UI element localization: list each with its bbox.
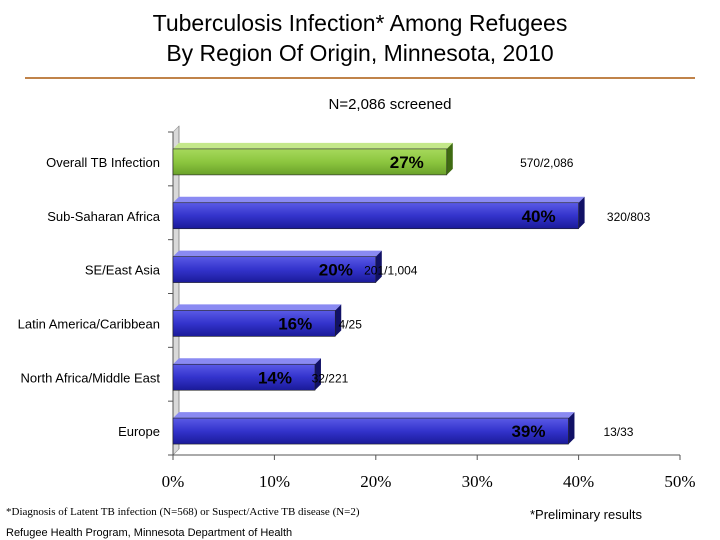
bar <box>172 417 569 445</box>
labels: Overall TB Infection 27% 570/2,086 Sub-Saha… <box>18 153 651 441</box>
bar-side <box>314 358 321 391</box>
bar-top <box>173 358 321 365</box>
chart-title: Tuberculosis Infection* Among Refugees B… <box>0 8 720 68</box>
bar <box>172 310 336 337</box>
category-label: Europe <box>118 424 160 439</box>
category-label: Latin America/Caribbean <box>18 316 160 331</box>
bar-side <box>568 412 575 445</box>
percent-label: 39% <box>511 422 545 441</box>
bar-top <box>173 196 585 203</box>
category-label: North Africa/Middle East <box>21 370 161 385</box>
x-tick-label: 30% <box>462 472 493 491</box>
bar-top <box>173 250 382 257</box>
bar-side <box>335 304 342 337</box>
bar-top <box>173 304 342 311</box>
percent-label: 16% <box>278 314 312 333</box>
plot-side-wall <box>172 125 180 456</box>
bar-2 <box>172 250 382 283</box>
title-line-1: Tuberculosis Infection* Among Refugees <box>152 10 568 36</box>
x-tick-label: 10% <box>259 472 290 491</box>
title-divider <box>25 77 695 79</box>
footnote: *Diagnosis of Latent TB infection (N=568… <box>6 506 360 518</box>
x-tick-label: 20% <box>360 472 391 491</box>
bar-1 <box>172 196 585 230</box>
bar-side <box>578 196 585 229</box>
percent-label: 40% <box>522 207 556 226</box>
title-line-2: By Region Of Origin, Minnesota, 2010 <box>166 40 554 66</box>
count-label: 4/25 <box>339 317 363 331</box>
count-label: 570/2,086 <box>520 156 574 170</box>
bar <box>172 256 377 283</box>
chart-subtitle: N=2,086 screened <box>328 96 452 113</box>
count-label: 320/803 <box>607 210 651 224</box>
category-label: SE/East Asia <box>85 263 161 278</box>
count-label: 13/33 <box>603 425 633 439</box>
bar <box>172 363 316 391</box>
percent-label: 27% <box>390 153 424 172</box>
x-tick-label: 0% <box>162 472 185 491</box>
bar <box>172 148 448 176</box>
bar-side <box>375 250 382 283</box>
x-tick-label: 50% <box>664 472 695 491</box>
preliminary-note: *Preliminary results <box>530 507 642 522</box>
category-label: Sub-Saharan Africa <box>47 209 161 224</box>
bar-0 <box>172 142 453 176</box>
bar-top <box>173 142 453 149</box>
count-label: 201/1,004 <box>364 264 418 278</box>
bar-3 <box>172 304 342 337</box>
bar-4 <box>172 358 321 391</box>
percent-label: 14% <box>258 368 292 387</box>
x-tick-label: 40% <box>563 472 594 491</box>
bar-side <box>446 142 453 175</box>
bar-5 <box>172 412 575 445</box>
count-label: 32/221 <box>312 371 349 385</box>
bar <box>172 202 579 230</box>
bar-top <box>173 412 575 419</box>
bars <box>172 142 585 445</box>
percent-label: 20% <box>319 261 353 280</box>
source-note: Refugee Health Program, Minnesota Depart… <box>6 527 293 539</box>
category-label: Overall TB Infection <box>46 155 160 170</box>
